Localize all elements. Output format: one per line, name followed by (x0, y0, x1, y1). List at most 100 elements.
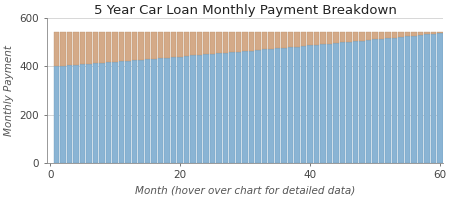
Bar (333, 32, 339, 43)
Bar (74, 65, 79, 163)
Bar (138, 60, 144, 163)
Bar (268, 32, 274, 49)
Bar (340, 42, 345, 163)
Bar (294, 32, 300, 47)
Bar (385, 38, 391, 163)
Bar (307, 45, 313, 163)
Bar (74, 32, 79, 65)
Bar (145, 59, 150, 163)
Bar (164, 32, 170, 58)
Bar (353, 41, 358, 163)
Bar (197, 55, 202, 163)
Bar (216, 32, 222, 53)
Bar (320, 44, 326, 163)
Bar (87, 32, 92, 64)
Bar (320, 32, 326, 44)
Bar (112, 62, 118, 163)
Bar (190, 55, 196, 163)
Bar (190, 32, 196, 55)
Bar (346, 32, 352, 42)
Bar (437, 32, 442, 33)
Bar (145, 32, 150, 59)
Bar (203, 32, 209, 54)
Bar (236, 52, 241, 163)
Bar (431, 34, 436, 163)
Bar (431, 32, 436, 34)
Bar (93, 32, 98, 63)
Bar (314, 32, 319, 45)
Bar (405, 36, 410, 163)
Title: 5 Year Car Loan Monthly Payment Breakdown: 5 Year Car Loan Monthly Payment Breakdow… (94, 4, 396, 17)
Bar (223, 32, 228, 53)
Bar (294, 47, 300, 163)
Bar (93, 63, 98, 163)
Bar (80, 64, 86, 163)
Bar (333, 43, 339, 163)
Bar (67, 65, 73, 163)
Bar (372, 39, 377, 163)
Bar (152, 59, 157, 163)
Bar (54, 66, 60, 163)
Bar (242, 32, 248, 51)
Bar (411, 36, 417, 163)
Bar (418, 35, 423, 163)
Bar (67, 32, 73, 65)
Bar (54, 32, 60, 66)
Bar (99, 63, 105, 163)
Bar (359, 32, 365, 41)
Bar (288, 47, 293, 163)
Bar (379, 39, 384, 163)
Bar (112, 32, 118, 62)
Bar (359, 41, 365, 163)
Bar (60, 32, 66, 66)
Bar (288, 32, 293, 47)
Bar (125, 32, 131, 61)
Bar (275, 32, 280, 48)
Bar (327, 32, 332, 44)
Bar (398, 32, 404, 37)
Bar (262, 32, 267, 49)
Bar (424, 32, 430, 34)
Bar (242, 51, 248, 163)
Bar (87, 64, 92, 163)
Bar (229, 32, 235, 52)
Bar (216, 53, 222, 163)
Bar (424, 34, 430, 163)
Bar (210, 32, 215, 54)
Bar (372, 32, 377, 39)
Bar (158, 58, 163, 163)
Bar (346, 42, 352, 163)
Bar (366, 40, 371, 163)
Bar (132, 32, 138, 60)
Bar (158, 32, 163, 58)
Bar (203, 54, 209, 163)
Bar (132, 60, 138, 163)
Bar (268, 49, 274, 163)
Bar (411, 32, 417, 36)
Bar (379, 32, 384, 39)
Bar (119, 32, 124, 61)
Bar (391, 32, 397, 38)
Bar (106, 32, 111, 62)
Bar (405, 32, 410, 36)
Y-axis label: Monthly Payment: Monthly Payment (4, 45, 14, 136)
X-axis label: Month (hover over chart for detailed data): Month (hover over chart for detailed dat… (135, 186, 355, 196)
Bar (281, 48, 287, 163)
Bar (223, 53, 228, 163)
Bar (275, 48, 280, 163)
Bar (125, 61, 131, 163)
Bar (398, 37, 404, 163)
Bar (60, 66, 66, 163)
Bar (340, 32, 345, 42)
Bar (301, 32, 306, 46)
Bar (152, 32, 157, 59)
Bar (236, 32, 241, 52)
Bar (301, 46, 306, 163)
Bar (255, 32, 261, 50)
Bar (353, 32, 358, 41)
Bar (210, 54, 215, 163)
Bar (314, 45, 319, 163)
Bar (366, 32, 371, 40)
Bar (307, 32, 313, 45)
Bar (249, 51, 254, 163)
